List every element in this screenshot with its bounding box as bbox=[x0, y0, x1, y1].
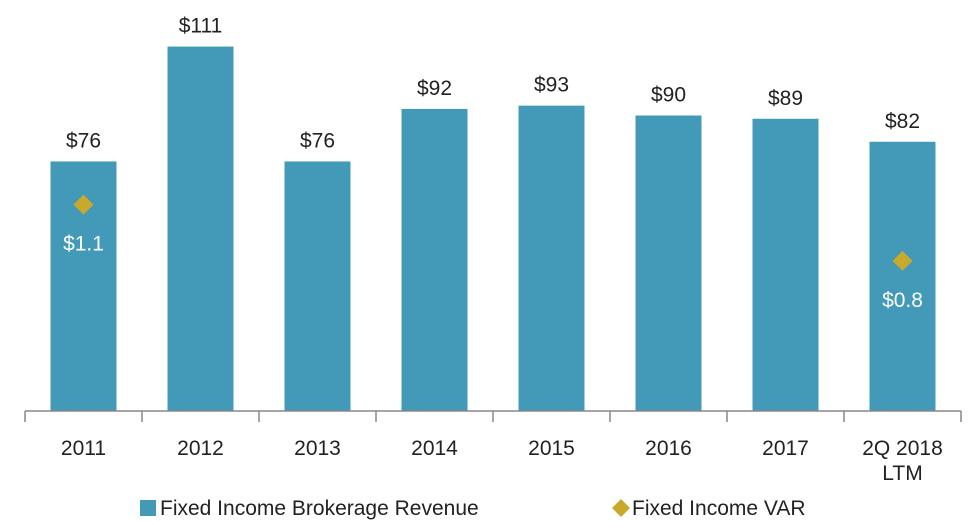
bar-value-label: $76 bbox=[300, 129, 335, 152]
legend-label: Fixed Income VAR bbox=[632, 497, 806, 520]
var-marker bbox=[892, 250, 913, 271]
var-value-label: $1.1 bbox=[63, 233, 104, 256]
x-tick-label: 2013 bbox=[294, 437, 341, 460]
var-value-label: $0.8 bbox=[882, 289, 923, 312]
legend-swatch bbox=[140, 500, 156, 516]
bar bbox=[167, 46, 234, 412]
legend-swatch bbox=[612, 499, 630, 517]
x-tick-label: 2011 bbox=[60, 437, 107, 460]
bar-value-label: $76 bbox=[66, 129, 101, 152]
bar bbox=[752, 118, 819, 412]
var-marker bbox=[73, 194, 94, 215]
bar-value-label: $111 bbox=[179, 15, 223, 38]
bar bbox=[869, 141, 936, 411]
bar bbox=[518, 105, 585, 412]
x-tick-label: 2015 bbox=[528, 437, 575, 460]
bar bbox=[284, 161, 351, 411]
bar-value-label: $90 bbox=[651, 84, 686, 107]
x-tick-label: 2Q 2018 LTM bbox=[862, 437, 943, 485]
legend-label: Fixed Income Brokerage Revenue bbox=[160, 497, 479, 520]
x-tick-label: 2016 bbox=[645, 437, 692, 460]
bar bbox=[401, 108, 468, 411]
x-tick-label: 2012 bbox=[177, 437, 224, 460]
bar-value-label: $92 bbox=[417, 77, 452, 100]
bar bbox=[635, 115, 702, 411]
bar-value-label: $89 bbox=[768, 87, 803, 110]
x-tick-label: 2017 bbox=[762, 437, 809, 460]
bar-value-label: $82 bbox=[885, 110, 920, 133]
bar-value-label: $93 bbox=[534, 74, 569, 97]
x-tick-label: 2014 bbox=[411, 437, 458, 460]
